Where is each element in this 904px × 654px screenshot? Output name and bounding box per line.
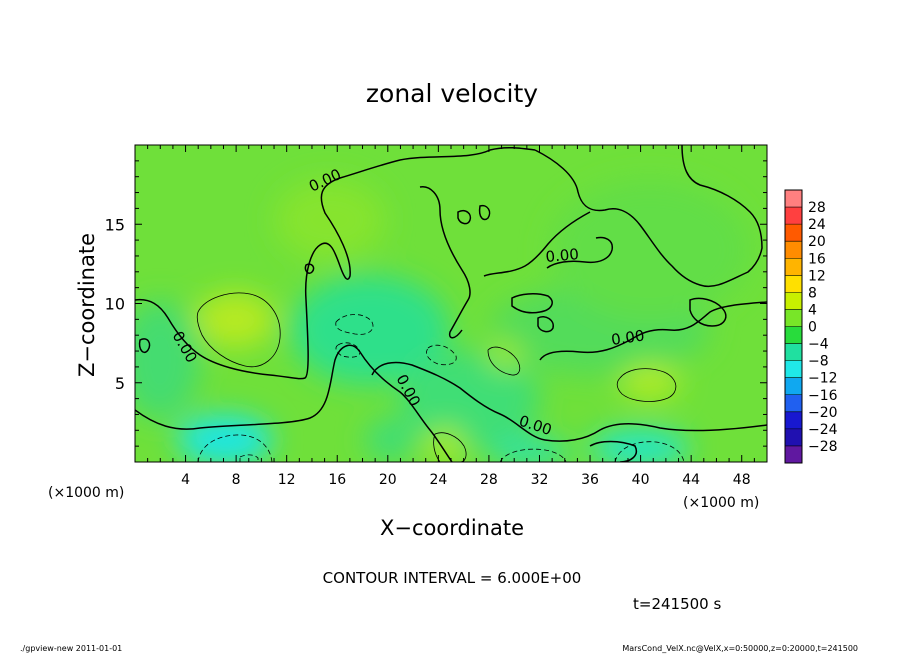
colorbar-label: 0: [808, 320, 817, 336]
y-tick-label: 5: [115, 374, 125, 393]
colorbar-label: 24: [808, 217, 826, 233]
x-tick-label: 8: [232, 472, 241, 488]
x-tick-label: 48: [733, 472, 751, 488]
colorbar-label: −4: [808, 337, 829, 353]
contour-label: 0.00: [545, 245, 580, 266]
colorbar-swatch: [785, 292, 802, 310]
x-tick-label: 16: [328, 472, 346, 488]
x-axis: 4 8 12 16 20 24 28 32 36 40 44 48: [147, 145, 755, 488]
colorbar-label: 28: [808, 200, 826, 216]
negative-contours: [197, 314, 685, 462]
x-axis-title: X−coordinate: [380, 516, 524, 540]
colorbar-swatch: [785, 428, 802, 447]
colorbar-swatch: [785, 445, 802, 464]
positive-contours: [196, 292, 677, 462]
y-axis: 5 10 15: [105, 160, 767, 447]
y-axis-title: Z−coordinate: [75, 233, 99, 377]
chart-title: zonal velocity: [366, 79, 538, 108]
x-tick-label: 44: [682, 472, 700, 488]
colorbar-swatch: [785, 190, 802, 208]
x-tick-label: 24: [429, 472, 447, 488]
colorbar-swatch: [785, 275, 802, 293]
colorbar-label: 12: [808, 268, 826, 284]
colorbar-swatch: [785, 360, 802, 379]
x-tick-label: 12: [278, 472, 296, 488]
colorbar-label: 8: [808, 285, 817, 301]
colorbar-label: 20: [808, 234, 826, 250]
zero-contours: [135, 145, 767, 462]
x-tick-label: 4: [181, 472, 190, 488]
colorbar-label: −20: [808, 405, 838, 421]
x-tick-label: 20: [379, 472, 397, 488]
colorbar-swatch: [785, 343, 802, 362]
colorbar-swatch: [785, 258, 802, 276]
colorbar-swatch: [785, 326, 802, 345]
time-text: t=241500 s: [633, 595, 721, 613]
colorbar-swatch: [785, 241, 802, 259]
footer-left: ./gpview-new 2011-01-01: [20, 644, 122, 653]
x-unit-label-right: (×1000 m): [683, 495, 759, 511]
colorbar-frame: [784, 189, 803, 464]
colorbar-swatch: [785, 411, 802, 430]
colorbar-label: −12: [808, 371, 838, 387]
colorbar-swatch: [785, 207, 802, 225]
colorbar-swatch: [785, 309, 802, 327]
x-tick-label: 40: [632, 472, 650, 488]
colorbar-swatch: [785, 377, 802, 396]
x-tick-label: 36: [581, 472, 599, 488]
colorbar-label: −8: [808, 354, 829, 370]
colorbar-label: −16: [808, 388, 838, 404]
colorbar-label: −24: [808, 422, 838, 438]
x-tick-label: 32: [531, 472, 549, 488]
colorbar-label: 4: [808, 302, 817, 318]
color-field: 0.00 0.00 0.00 0.00 0.00 0.00: [135, 145, 767, 462]
colorbar-swatch: [785, 224, 802, 242]
y-tick-label: 10: [105, 295, 125, 314]
y-tick-label: 15: [105, 215, 125, 234]
colorbar-swatch: [785, 394, 802, 413]
footer-right: MarsCond_VelX.nc@VelX,x=0:50000,z=0:2000…: [622, 644, 858, 653]
contour-label: 0.00: [610, 326, 646, 348]
x-tick-label: 28: [480, 472, 498, 488]
colorbar-label: 16: [808, 251, 826, 267]
x-unit-label-left: (×1000 m): [48, 485, 124, 501]
contour-interval-text: CONTOUR INTERVAL = 6.000E+00: [323, 569, 582, 587]
colorbar-label: −28: [808, 439, 838, 455]
